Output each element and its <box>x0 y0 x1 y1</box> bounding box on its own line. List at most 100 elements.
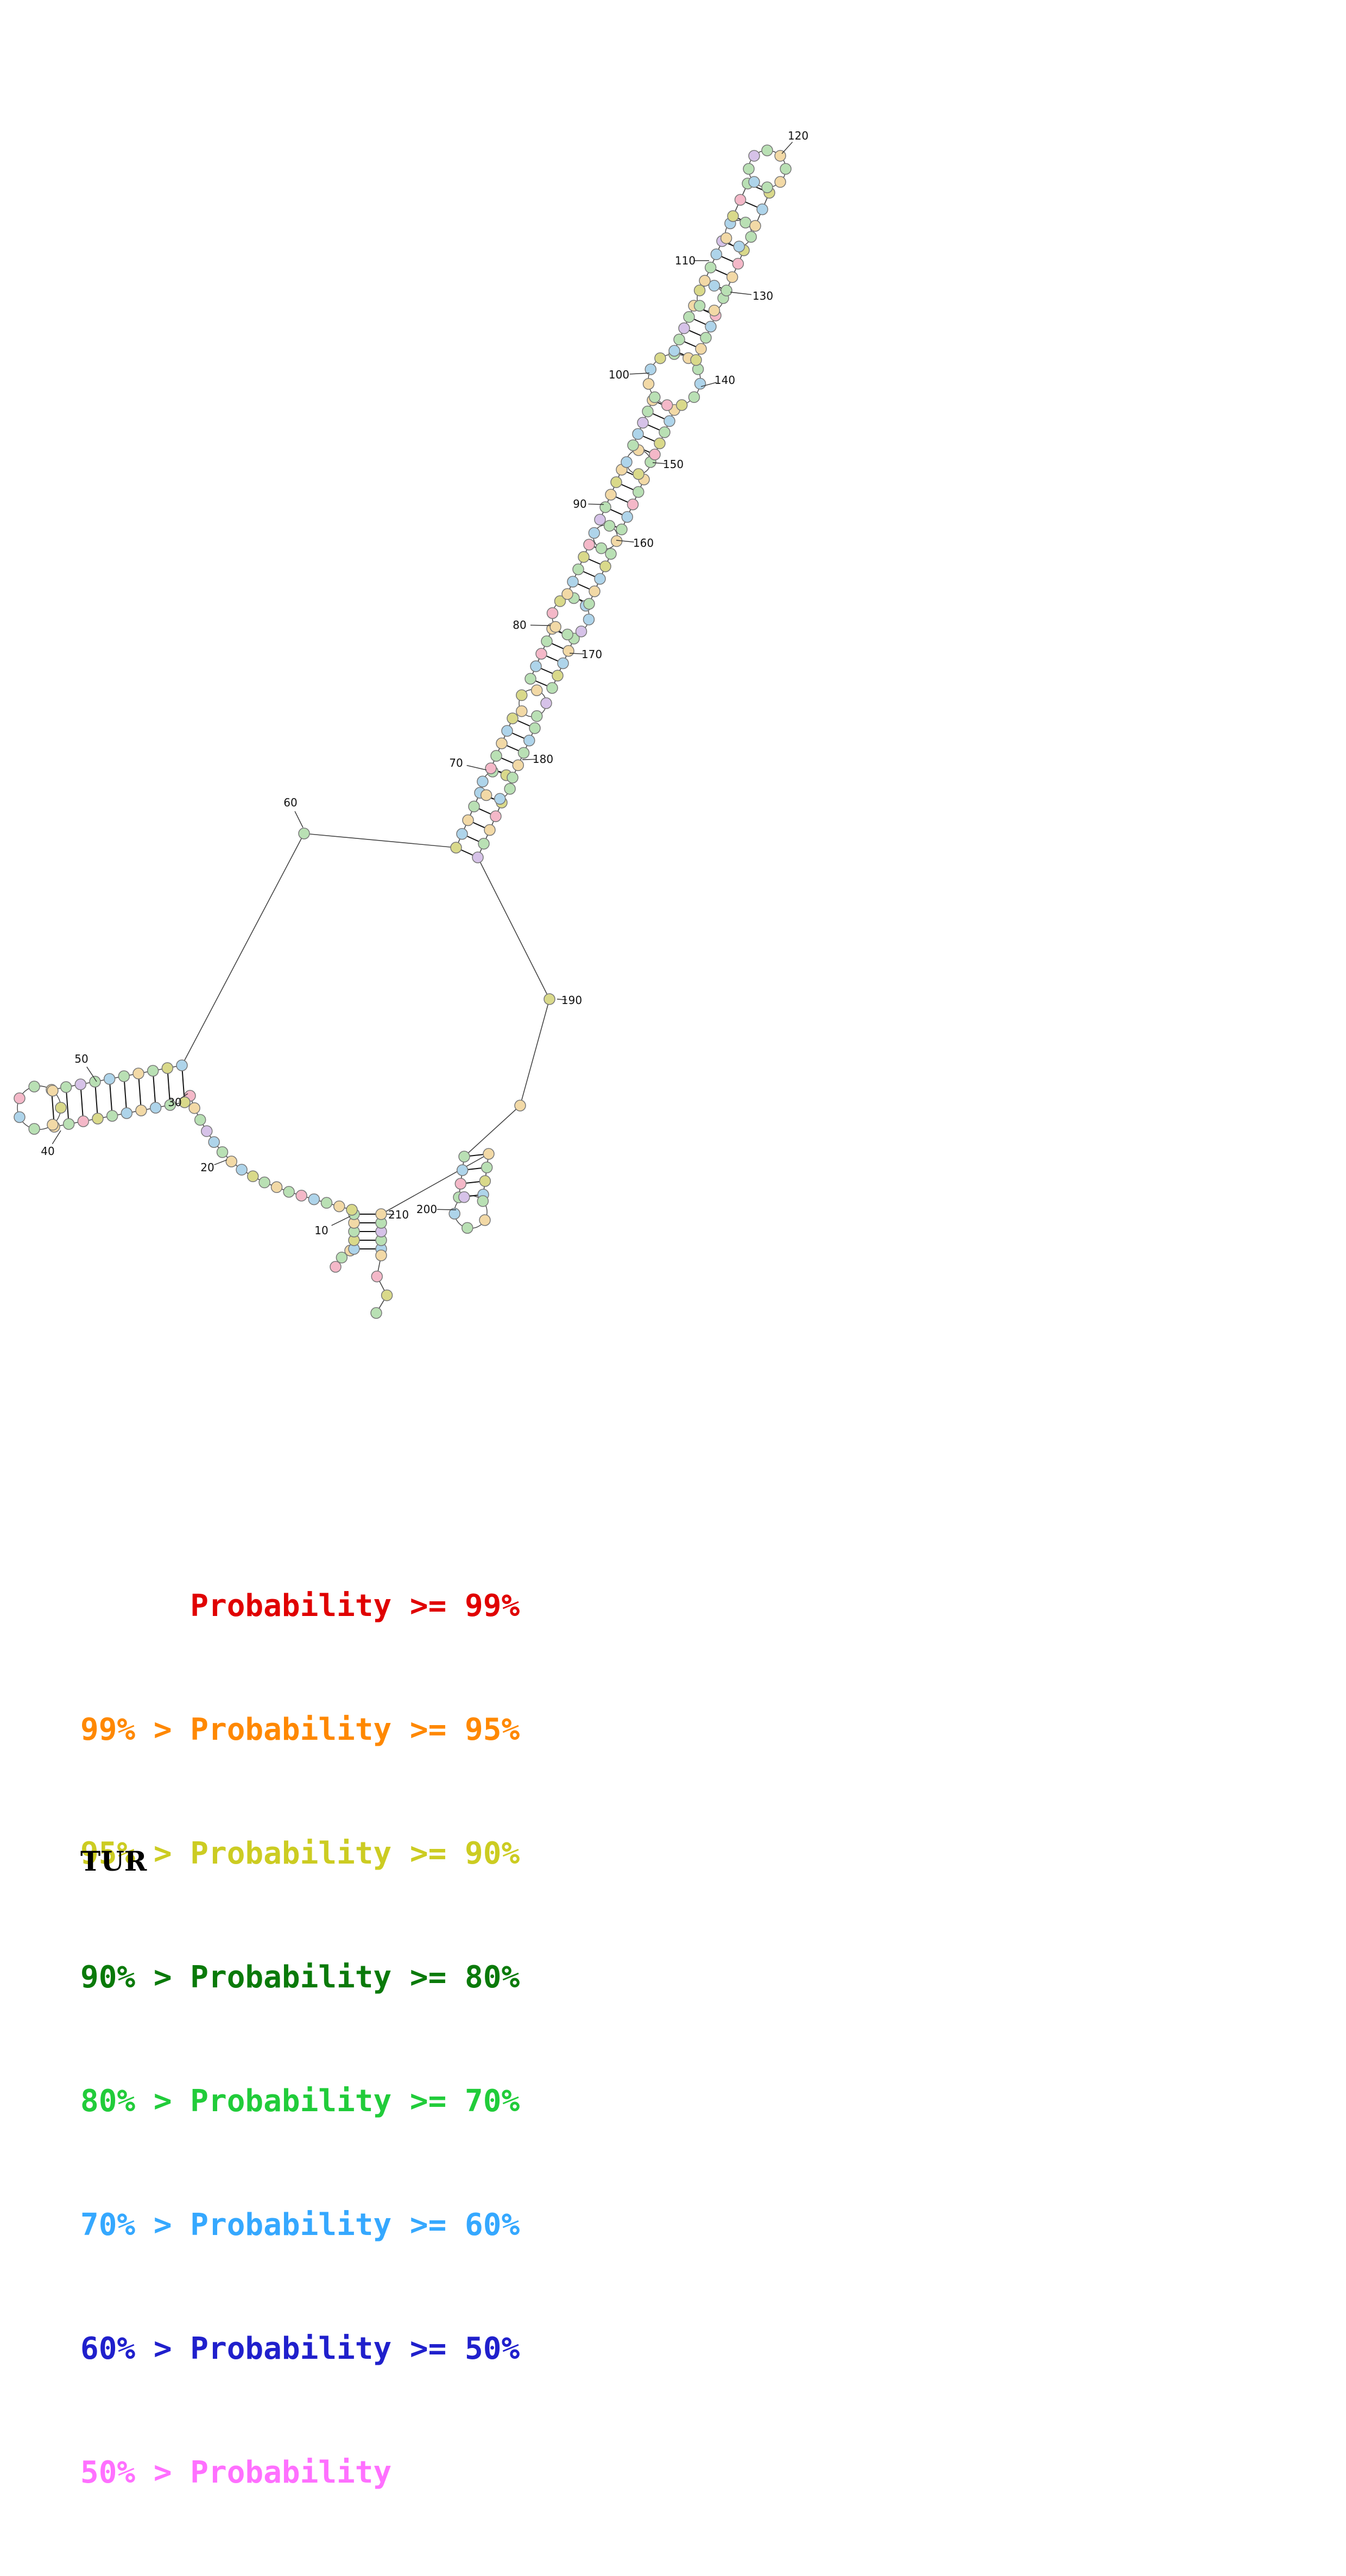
nucleotide <box>733 241 745 252</box>
nucleotide <box>448 1208 460 1220</box>
nucleotide <box>721 285 732 296</box>
nucleotide <box>517 747 530 759</box>
position-label: 80 <box>513 618 526 632</box>
nucleotide <box>627 498 639 510</box>
nucleotide <box>458 1191 470 1203</box>
nucleotide <box>599 560 611 572</box>
nucleotide <box>649 449 661 460</box>
position-label: 30 <box>168 1096 181 1109</box>
nucleotide <box>28 1081 40 1093</box>
nucleotide <box>462 1222 473 1234</box>
nucleotide <box>375 1249 387 1261</box>
legend-row-60: 70% > Probability >= 60% <box>80 2207 520 2243</box>
nucleotide <box>594 573 606 585</box>
nucleotide <box>605 548 617 560</box>
nucleotide <box>530 684 543 696</box>
nucleotide <box>103 1073 116 1085</box>
nucleotide <box>456 1164 469 1176</box>
nucleotide <box>479 1175 491 1187</box>
position-label: 120 <box>788 129 808 142</box>
nucleotide <box>780 163 792 175</box>
nucleotide <box>450 842 462 854</box>
nucleotide <box>710 248 723 261</box>
nucleotide <box>661 399 673 411</box>
position-label: 10 <box>314 1224 328 1237</box>
backbone-lines <box>17 150 786 1314</box>
nucleotide <box>675 399 688 411</box>
nucleotide <box>694 377 706 390</box>
nucleotide <box>283 1186 295 1198</box>
nucleotide <box>654 352 666 364</box>
nucleotide <box>514 1100 526 1112</box>
nucleotide <box>621 456 633 468</box>
position-label: 110 <box>675 254 696 267</box>
position-label: 100 <box>609 368 629 381</box>
nucleotide <box>188 1102 200 1114</box>
position-label: 90 <box>573 497 586 510</box>
nucleotide <box>583 539 595 551</box>
nucleotide <box>501 725 513 737</box>
nucleotide <box>588 527 601 539</box>
nucleotide <box>121 1107 133 1119</box>
nucleotide <box>688 391 700 403</box>
nucleotide <box>477 775 489 788</box>
nucleotide <box>477 1195 489 1207</box>
nucleotide <box>668 345 680 357</box>
nucleotide <box>149 1102 162 1114</box>
nucleotide <box>320 1197 333 1209</box>
nucleotide <box>644 363 657 375</box>
nucleotide <box>748 150 760 162</box>
nucleotide <box>541 635 553 647</box>
nucleotide <box>480 789 492 801</box>
nucleotide <box>135 1104 147 1116</box>
nucleotide <box>563 645 574 657</box>
nucleotide <box>535 648 547 660</box>
position-label: 200 <box>416 1203 437 1216</box>
nucleotide <box>295 1190 307 1202</box>
nucleotide <box>649 391 661 403</box>
nucleotide <box>748 176 760 188</box>
nucleotide <box>633 468 644 480</box>
nucleotide <box>77 1115 90 1127</box>
nucleotide <box>201 1125 213 1137</box>
nucleotide <box>610 535 623 547</box>
legend-row-70: 80% > Probability >= 70% <box>80 2083 520 2119</box>
legend-row-50: 60% > Probability >= 50% <box>80 2331 520 2366</box>
nucleotide <box>633 486 644 498</box>
nucleotide <box>654 437 666 450</box>
legend-row-99: Probability >= 99% <box>80 1588 520 1624</box>
nucleotide <box>298 828 310 839</box>
position-label: 50 <box>74 1052 88 1065</box>
nucleotide <box>583 614 595 626</box>
nucleotide <box>583 598 595 610</box>
position-label: 210 <box>388 1208 409 1221</box>
nucleotide <box>308 1193 320 1205</box>
nucleotide <box>594 514 606 526</box>
nucleotide <box>530 660 542 672</box>
nucleotide <box>705 320 717 333</box>
structure-title: TUR <box>80 1845 147 1877</box>
nucleotide <box>683 311 695 323</box>
nucleotide <box>516 705 528 717</box>
nucleotide <box>749 220 761 232</box>
nucleotide <box>194 1114 206 1126</box>
nucleotide <box>632 428 644 440</box>
nucleotide <box>147 1065 159 1077</box>
nucleotide <box>743 163 755 175</box>
position-label: 150 <box>663 458 684 471</box>
nucleotide <box>330 1261 342 1273</box>
nucleotide <box>761 181 773 193</box>
nucleotide <box>599 501 611 513</box>
nucleotide <box>627 439 639 451</box>
nucleotide <box>456 828 468 840</box>
nucleotide <box>659 426 671 438</box>
position-label: 160 <box>633 536 654 550</box>
nucleotide <box>270 1181 283 1194</box>
nucleotide <box>678 322 690 334</box>
position-label: 40 <box>41 1145 54 1158</box>
nucleotide <box>258 1176 270 1189</box>
nucleotide <box>708 280 721 292</box>
nucleotide <box>774 150 786 162</box>
nucleotide <box>595 542 608 554</box>
position-label: 140 <box>715 374 735 387</box>
